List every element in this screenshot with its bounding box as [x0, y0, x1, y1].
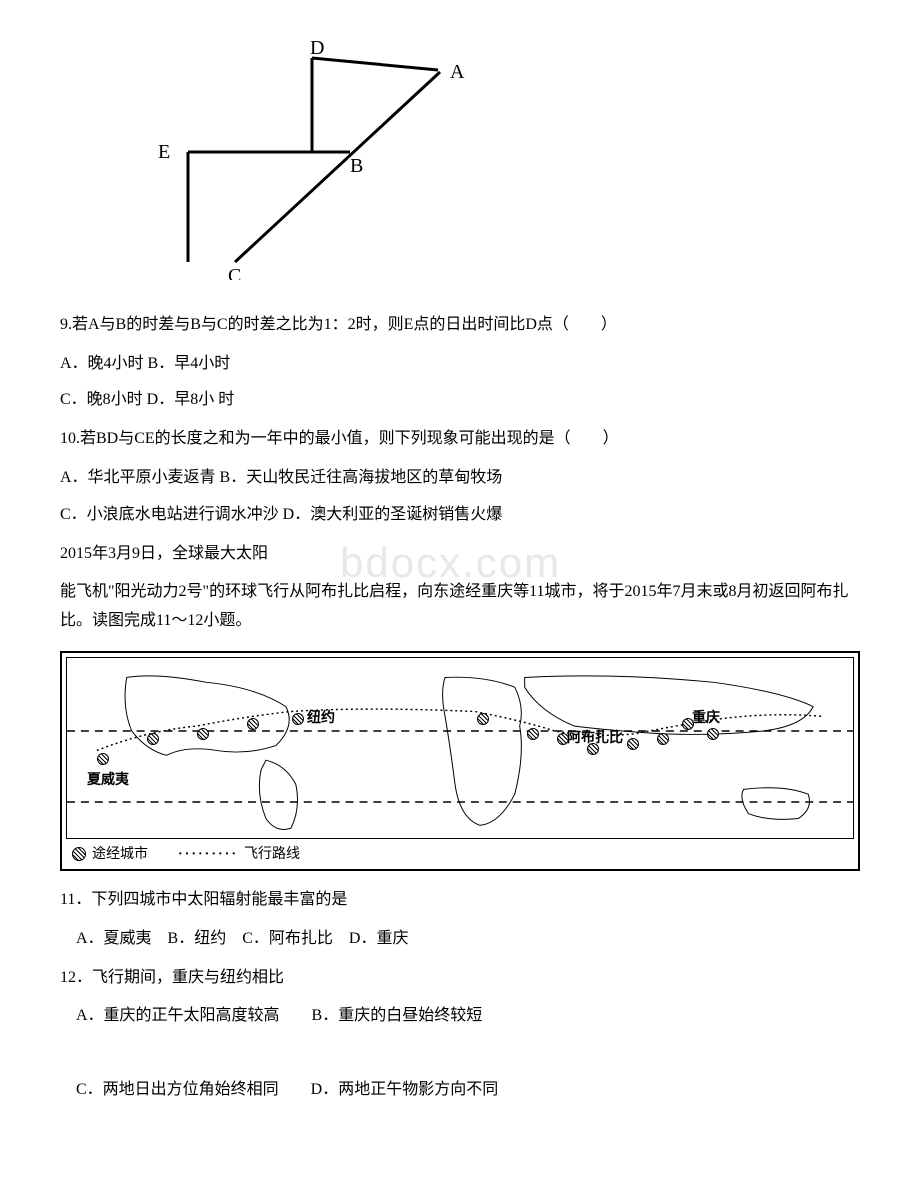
city-marker-extra-2	[197, 728, 209, 740]
legend-route-icon: ·········	[178, 842, 238, 867]
diagram-label-d: D	[310, 40, 324, 59]
diagram-label-e: E	[158, 141, 170, 163]
diagram-label-c: C	[228, 265, 241, 280]
question-10-text: 10.若BD与CE的长度之和为一年中的最小值，则下列现象可能出现的是（ ）	[60, 425, 860, 454]
city-marker-extra-7	[627, 738, 639, 750]
map-legend: 途经城市 ········· 飞行路线	[72, 842, 300, 867]
city-marker-extra-3	[247, 718, 259, 730]
city-label-chongqing: 重庆	[692, 706, 720, 731]
question-9-options-1: A．晚4小时 B．早4小时	[60, 350, 860, 379]
city-marker-newyork	[292, 713, 304, 725]
city-marker-extra-8	[657, 733, 669, 745]
city-marker-extra-6	[587, 743, 599, 755]
question-9-text: 9.若A与B的时差与B与C的时差之比为1：2时，则E点的日出时间比D点（ ）	[60, 311, 860, 340]
passage-line-2: 能飞机"阳光动力2号"的环球飞行从阿布扎比启程，向东途经重庆等11城市，将于20…	[60, 578, 860, 636]
city-label-hawaii: 夏威夷	[87, 768, 129, 793]
city-marker-extra-5	[527, 728, 539, 740]
city-label-newyork: 纽约	[307, 706, 335, 731]
question-10-options-1: A．华北平原小麦返青 B．天山牧民迁往高海拔地区的草甸牧场	[60, 464, 860, 493]
question-12-options-2: C．两地日出方位角始终相同 D．两地正午物影方向不同	[60, 1076, 860, 1105]
city-marker-extra-9	[707, 728, 719, 740]
legend-city-icon	[72, 847, 86, 861]
city-marker-hawaii	[97, 753, 109, 765]
question-9-options-2: C．晚8小时 D．早8小 时	[60, 386, 860, 415]
passage-line-1: 2015年3月9日，全球最大太阳	[60, 540, 860, 569]
diagram-label-a: A	[450, 61, 465, 83]
city-marker-extra-4	[477, 713, 489, 725]
legend-route-label: 飞行路线	[244, 842, 300, 867]
diagram-label-b: B	[350, 155, 363, 177]
question-11-text: 11．下列四城市中太阳辐射能最丰富的是	[60, 886, 860, 915]
geometric-diagram: D A E B C	[140, 40, 860, 291]
question-12-options-1: A．重庆的正午太阳高度较高 B．重庆的白昼始终较短	[60, 1002, 860, 1031]
question-11-options: A．夏威夷 B．纽约 C．阿布扎比 D．重庆	[60, 925, 860, 954]
question-10-options-2: C．小浪底水电站进行调水冲沙 D．澳大利亚的圣诞树销售火爆	[60, 501, 860, 530]
world-map: 夏威夷 纽约 阿布扎比 重庆 途经城市 ········· 飞行路线	[60, 651, 860, 871]
legend-cities-label: 途经城市	[92, 842, 148, 867]
city-marker-extra-1	[147, 733, 159, 745]
question-12-text: 12．飞行期间，重庆与纽约相比	[60, 964, 860, 993]
